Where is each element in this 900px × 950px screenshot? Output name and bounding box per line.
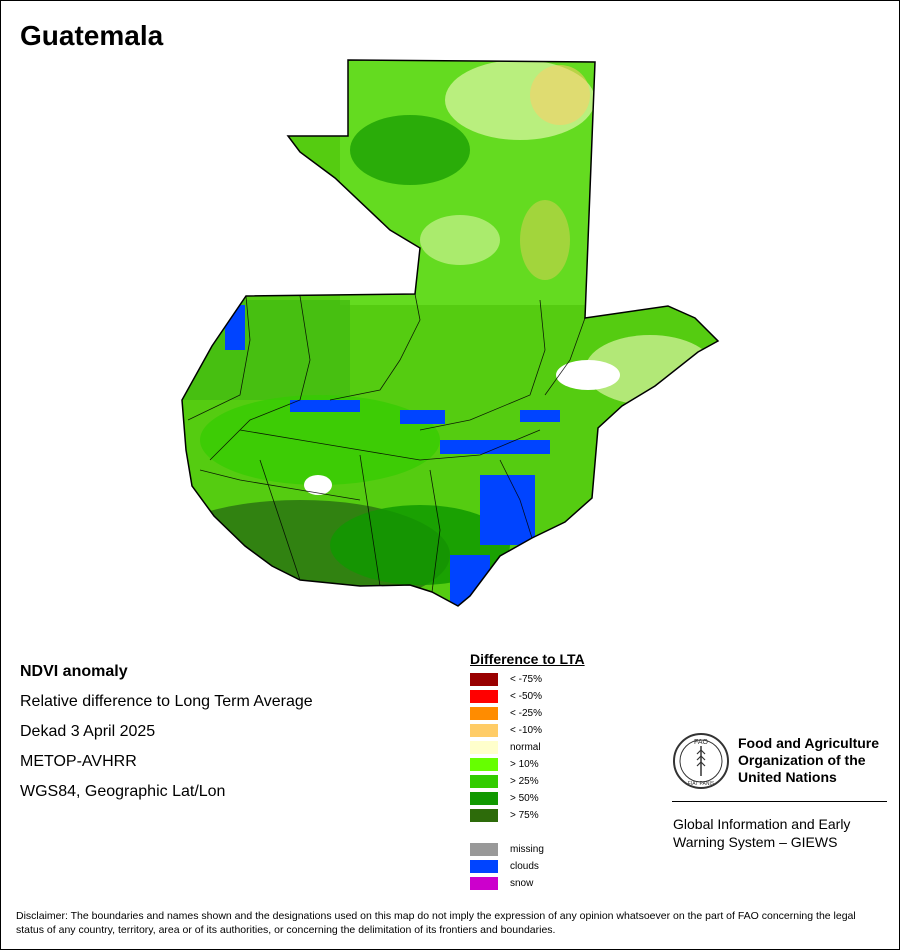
- cloud-band-1: [290, 400, 360, 412]
- legend-label: normal: [510, 742, 541, 753]
- giews-name: Global Information and Early Warning Sys…: [673, 815, 888, 851]
- legend-label: > 75%: [510, 810, 539, 821]
- logo-divider: [672, 801, 887, 802]
- legend-swatch: [470, 860, 498, 873]
- map-legend: Difference to LTA < -75% < -50% < -25% < -1…: [470, 651, 585, 890]
- product-sensor: METOP-AVHRR: [20, 753, 137, 770]
- legend-label: missing: [510, 844, 544, 855]
- product-period: Dekad 3 April 2025: [20, 723, 156, 740]
- legend-title: Difference to LTA: [470, 651, 585, 667]
- fao-name-line2: Organization of the: [738, 752, 866, 768]
- legend-swatch: [470, 877, 498, 890]
- cloud-band-4: [520, 410, 560, 422]
- product-projection: WGS84, Geographic Lat/Lon: [20, 783, 226, 800]
- cloud-patch-southeast: [450, 555, 490, 605]
- legend-label: > 25%: [510, 776, 539, 787]
- fao-name-line3: United Nations: [738, 769, 837, 785]
- central-highlands: [200, 395, 440, 485]
- legend-swatch: [470, 792, 498, 805]
- legend-swatch: [470, 707, 498, 720]
- country-outline: [181, 59, 720, 607]
- disclaimer-text: Disclaimer: The boundaries and names sho…: [16, 910, 856, 936]
- department-boundaries: [187, 293, 586, 593]
- map-info: NDVI anomaly Relative difference to Long…: [20, 657, 313, 807]
- cloud-patch-east: [480, 475, 535, 545]
- legend-swatch: [470, 758, 498, 771]
- legend-swatch: [470, 724, 498, 737]
- legend-label: < -10%: [510, 725, 542, 736]
- fao-name: Food and Agriculture Organization of the…: [738, 735, 898, 786]
- giews-line1: Global Information and Early: [673, 816, 851, 832]
- peten-deficit-patch-2: [520, 200, 570, 280]
- legend-swatch: [470, 690, 498, 703]
- legend-swatch: [470, 843, 498, 856]
- legend-label: snow: [510, 878, 534, 889]
- legend-label: < -50%: [510, 691, 542, 702]
- legend-swatch: [470, 673, 498, 686]
- product-description: Relative difference to Long Term Average: [20, 693, 313, 710]
- legend-label: < -25%: [510, 708, 542, 719]
- peten-dense-patch: [350, 115, 470, 185]
- ndvi-anomaly-map: [181, 59, 720, 607]
- peten-deficit-patch: [530, 65, 590, 125]
- legend-swatch: [470, 809, 498, 822]
- cloud-band-2: [400, 410, 445, 424]
- lake-atitlan: [304, 475, 332, 495]
- peten-normal-patch-2: [420, 215, 500, 265]
- legend-swatch: [470, 775, 498, 788]
- legend-label: > 50%: [510, 793, 539, 804]
- northwest-highlands: [182, 300, 350, 400]
- legend-label: > 10%: [510, 759, 539, 770]
- giews-line2: Warning System – GIEWS: [673, 834, 838, 850]
- fao-emblem-motto: FIAT PANIS: [688, 781, 715, 787]
- legend-label: < -75%: [510, 674, 542, 685]
- fao-name-line1: Food and Agriculture: [738, 735, 880, 751]
- fao-emblem-icon: FAO FIAT PANIS: [673, 733, 729, 789]
- legend-swatch: [470, 741, 498, 754]
- cloud-band-3: [440, 440, 550, 454]
- map-title: Guatemala: [20, 20, 164, 51]
- legend-label: clouds: [510, 861, 539, 872]
- lake-izabal: [556, 360, 620, 390]
- product-name: NDVI anomaly: [20, 663, 128, 680]
- fao-emblem-text: FAO: [694, 739, 709, 746]
